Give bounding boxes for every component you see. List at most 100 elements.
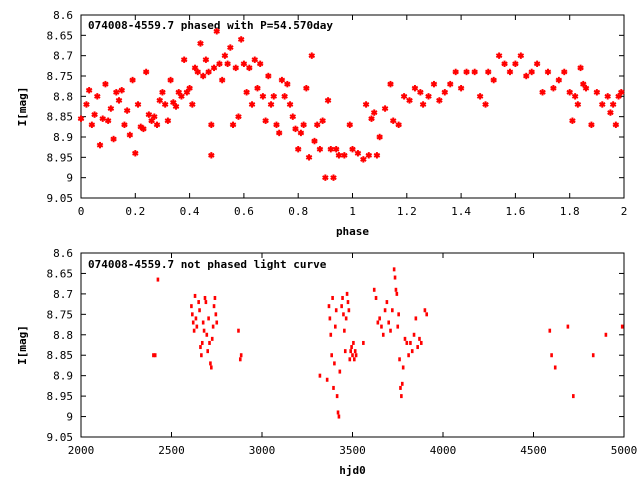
data-point — [574, 101, 582, 108]
data-point — [495, 52, 503, 59]
data-point — [192, 328, 196, 333]
data-point — [164, 117, 172, 124]
data-point — [159, 89, 166, 96]
data-point — [330, 353, 333, 358]
data-point — [180, 56, 188, 63]
plot-frame — [80, 14, 625, 199]
data-point — [376, 320, 380, 325]
data-point — [340, 304, 343, 309]
data-point — [218, 76, 226, 84]
data-point — [172, 103, 180, 110]
data-point — [416, 345, 419, 350]
data-point — [190, 304, 193, 309]
data-point — [555, 76, 563, 84]
data-point — [572, 394, 575, 399]
data-point — [383, 308, 387, 313]
data-point — [221, 52, 229, 59]
data-point — [129, 76, 136, 84]
chart-title: 074008-4559.7 not phased light curve — [88, 258, 327, 271]
data-point — [582, 85, 590, 92]
data-point — [522, 72, 530, 80]
data-point — [609, 101, 617, 108]
data-point — [544, 68, 552, 76]
data-point — [330, 174, 337, 181]
y-tick-label: 8.8 — [53, 90, 73, 103]
data-point — [278, 76, 286, 84]
axis-ticks: 2000 2500 3000 3500 4000 4500 5000 8.6 8.65 8.7 8.… — [47, 247, 638, 457]
data-point — [385, 300, 389, 305]
data-point — [346, 121, 354, 128]
data-point — [348, 357, 352, 362]
data-point — [193, 293, 197, 298]
data-point — [246, 64, 253, 72]
data-point — [354, 353, 358, 358]
data-point — [446, 80, 454, 88]
y-tick-label: 8.6 — [53, 9, 73, 22]
data-point — [419, 340, 423, 345]
data-point — [305, 154, 313, 161]
data-point — [360, 156, 367, 163]
data-point — [200, 340, 204, 345]
data-point — [512, 60, 519, 67]
x-tick-label: 1.4 — [451, 205, 471, 218]
data-point — [195, 324, 199, 329]
phased-chart: 074008-4559.7 phased with P=54.570day ph… — [16, 9, 627, 238]
y-tick-label: 9 — [66, 172, 73, 185]
data-point — [353, 357, 356, 362]
data-point — [319, 117, 326, 124]
data-point — [83, 101, 90, 108]
x-tick-label: 2 — [621, 205, 628, 218]
data-point — [178, 93, 185, 100]
data-point — [167, 76, 174, 84]
data-point — [210, 64, 218, 72]
data-point — [145, 111, 153, 118]
data-point — [208, 340, 211, 345]
data-point — [107, 105, 115, 112]
data-point — [362, 101, 370, 108]
data-point — [200, 353, 203, 358]
data-point — [373, 152, 381, 159]
data-point — [566, 324, 570, 329]
data-point — [186, 85, 193, 92]
x-tick-label: 4000 — [430, 444, 457, 457]
data-point — [303, 85, 310, 92]
data-point — [216, 60, 223, 67]
data-point — [151, 113, 158, 120]
data-point — [412, 332, 416, 337]
x-tick-label: 1.8 — [560, 205, 580, 218]
data-point — [566, 89, 573, 96]
data-point — [194, 316, 198, 321]
data-point — [336, 410, 340, 415]
data-point — [368, 115, 375, 122]
data-point — [372, 287, 376, 292]
data-point — [292, 125, 299, 133]
data-point — [374, 295, 378, 300]
data-point — [211, 324, 215, 329]
data-point — [392, 267, 396, 272]
data-point — [425, 312, 429, 317]
data-point — [197, 40, 204, 47]
data-point — [425, 93, 432, 100]
data-point — [156, 277, 160, 282]
data-point — [620, 324, 624, 329]
data-point — [418, 336, 421, 341]
x-tick-label: 3500 — [339, 444, 366, 457]
data-point — [153, 121, 161, 128]
data-point — [238, 357, 242, 362]
data-point — [400, 93, 408, 100]
x-tick-label: 0.8 — [288, 205, 308, 218]
data-point — [398, 357, 401, 362]
x-tick-label: 1.6 — [505, 205, 525, 218]
data-point — [560, 68, 568, 76]
data-point — [539, 89, 546, 96]
data-point — [88, 121, 96, 128]
data-point — [607, 109, 614, 116]
data-point — [209, 361, 212, 366]
y-tick-label: 8.95 — [47, 151, 74, 164]
data-point — [395, 291, 399, 296]
data-point — [452, 68, 459, 76]
data-point — [331, 295, 334, 300]
data-point — [329, 332, 333, 337]
data-point — [273, 121, 280, 128]
